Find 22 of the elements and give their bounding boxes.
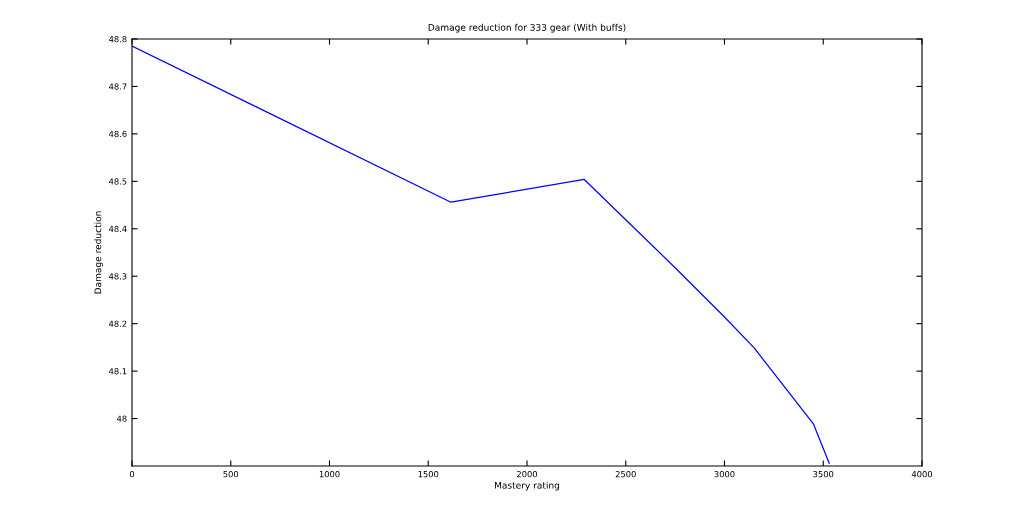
chart-title: Damage reduction for 333 gear (With buffs) [428, 23, 626, 33]
y-tick-label: 48.3 [108, 273, 127, 280]
x-tick-label: 1500 [418, 471, 439, 478]
line-series [132, 45, 830, 464]
y-tick-label: 48 [116, 415, 127, 422]
y-tick-label: 48.1 [108, 368, 127, 375]
y-tick-label: 48.2 [108, 320, 127, 327]
y-tick-label: 48.8 [108, 35, 127, 43]
x-axis-title: Mastery rating [494, 481, 560, 491]
y-tick-label: 48.5 [108, 178, 127, 185]
x-tick-label: 500 [223, 471, 239, 478]
x-tick-label: 4000 [911, 471, 933, 478]
y-tick-label: 48.6 [108, 130, 127, 138]
y-tick-label: 48.4 [108, 225, 127, 233]
x-tick-label: 3000 [714, 471, 735, 478]
y-axis-title: Damage reduction [94, 211, 104, 294]
x-tick-label: 1000 [319, 471, 340, 478]
x-tick-label: 2500 [615, 471, 636, 478]
x-tick-label: 2000 [517, 471, 538, 478]
x-tick-label: 3500 [813, 471, 834, 478]
y-tick-label: 48.7 [108, 83, 127, 90]
x-tick-label: 0 [129, 471, 135, 478]
